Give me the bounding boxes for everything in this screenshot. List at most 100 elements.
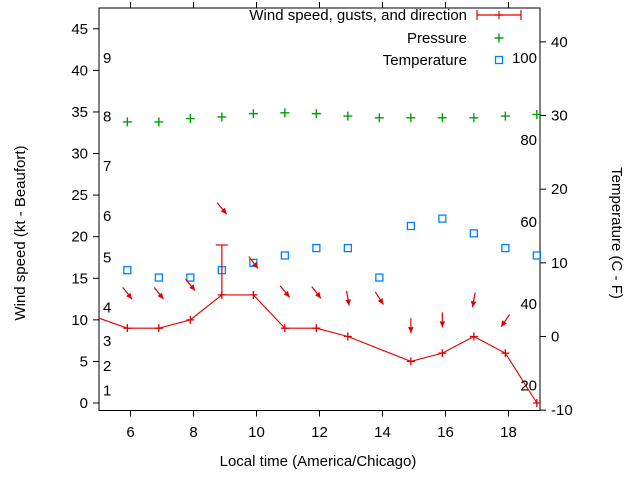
wind-point-marker — [312, 324, 321, 333]
wind-point-marker — [123, 324, 132, 333]
direction-arrow-head — [315, 291, 321, 299]
wind-point-marker — [469, 332, 478, 341]
wind-point-marker — [280, 324, 289, 333]
fahrenheit-label: 20 — [520, 378, 537, 395]
y-right-tick-label: 40 — [551, 34, 568, 51]
direction-arrow — [122, 286, 133, 300]
y-left-tick-label: 10 — [71, 312, 88, 329]
direction-arrow — [248, 256, 259, 269]
legend-label: Pressure — [407, 30, 467, 47]
fahrenheit-label: 100 — [512, 50, 537, 67]
pressure-point — [343, 111, 353, 121]
inner-scale-labels: 1 2 3 4 5 6 7 8 9 20 40 60 80 100 — [103, 50, 537, 400]
pressure-series — [122, 108, 542, 127]
y-right-axis-title: Temperature (C - F) — [608, 167, 625, 299]
direction-arrow — [439, 312, 446, 328]
pressure-point — [469, 113, 479, 123]
direction-arrow — [470, 292, 477, 308]
temperature-point — [249, 258, 258, 267]
fahrenheit-label: 80 — [520, 132, 537, 149]
direction-arrow — [500, 314, 511, 328]
y-left-tick-label: 45 — [71, 21, 88, 38]
y-left-tick-label: 35 — [71, 104, 88, 121]
wind-point-marker — [438, 349, 447, 358]
y-right-tick-label: -10 — [551, 402, 573, 419]
x-tick-label: 18 — [500, 424, 517, 441]
y-left-tick-label: 0 — [80, 395, 88, 412]
pressure-point — [185, 114, 195, 124]
direction-arrow-head — [345, 299, 351, 306]
temperature-point — [343, 243, 353, 253]
beaufort-label: 2 — [103, 358, 111, 375]
wind-point-marker — [186, 315, 195, 324]
direction-arrow-head — [377, 297, 384, 305]
direction-arrow — [216, 202, 228, 215]
temperature-point — [438, 214, 447, 223]
direction-arrow-head — [220, 207, 227, 215]
direction-arrow — [185, 278, 196, 292]
temperature-point — [469, 229, 479, 238]
beaufort-label: 6 — [103, 208, 111, 225]
wind-series — [98, 244, 541, 408]
legend: Wind speed, gusts, and direction Pressure… — [249, 7, 522, 69]
wind-point-marker — [154, 324, 163, 333]
y-left-tick-label: 30 — [71, 146, 88, 163]
temperature-point — [123, 266, 132, 275]
y-left-tick-label: 20 — [71, 229, 88, 246]
pressure-point — [437, 113, 447, 123]
x-axis-title: Local time (America/Chicago) — [220, 453, 417, 470]
temperature-point — [375, 273, 384, 282]
fahrenheit-label: 60 — [520, 214, 537, 231]
direction-arrow — [311, 286, 322, 299]
wind-point-marker — [532, 399, 541, 408]
wind-direction-arrows — [122, 202, 511, 334]
pressure-point — [280, 108, 290, 118]
direction-arrow — [374, 291, 384, 305]
direction-arrow — [279, 285, 291, 298]
direction-arrow-head — [189, 284, 196, 291]
y-right-tick-label: 0 — [551, 328, 559, 345]
fahrenheit-label: 40 — [520, 296, 537, 313]
temperature-point — [501, 243, 510, 253]
pressure-point — [406, 113, 416, 123]
pressure-point — [532, 109, 542, 119]
x-tick-label: 8 — [189, 424, 197, 441]
direction-arrow-head — [470, 300, 477, 308]
legend-sample-marker — [494, 33, 504, 43]
x-tick-label: 10 — [248, 424, 265, 441]
direction-arrow-head — [157, 292, 164, 300]
beaufort-label: 5 — [103, 250, 111, 267]
temperature-point — [532, 251, 541, 260]
direction-arrow-head — [501, 320, 507, 327]
temperature-point — [406, 221, 416, 231]
x-tick-label: 12 — [311, 424, 328, 441]
wind-speed-line — [98, 294, 538, 404]
wind-point-marker — [249, 290, 258, 299]
beaufort-label: 8 — [103, 108, 111, 125]
y-left-axis-title: Wind speed (kt - Beaufort) — [12, 145, 29, 320]
direction-arrow — [153, 286, 164, 300]
x-tick-label: 14 — [374, 424, 391, 441]
wind-point-marker — [343, 332, 352, 341]
temperature-point — [154, 273, 164, 282]
wind-point-marker — [406, 357, 415, 366]
legend-sample-marker — [494, 55, 504, 65]
beaufort-label: 7 — [103, 158, 111, 175]
y-right-tick-label: 20 — [551, 181, 568, 198]
direction-arrow — [408, 318, 414, 334]
direction-arrow-head — [252, 261, 258, 269]
direction-arrow-head — [283, 290, 290, 298]
y-left-tick-label: 5 — [80, 353, 88, 370]
pressure-point — [154, 117, 164, 127]
direction-arrow-head — [408, 327, 414, 334]
pressure-point — [217, 112, 227, 122]
axes: 6 8 10 12 14 16 18051015202530354045-100102030… — [12, 2, 625, 470]
wind-point-marker — [501, 349, 510, 358]
y-left-tick-label: 25 — [71, 187, 88, 204]
beaufort-label: 1 — [103, 383, 111, 400]
y-right-tick-label: 10 — [551, 255, 568, 272]
beaufort-label: 9 — [103, 50, 111, 67]
beaufort-label: 3 — [103, 333, 111, 350]
